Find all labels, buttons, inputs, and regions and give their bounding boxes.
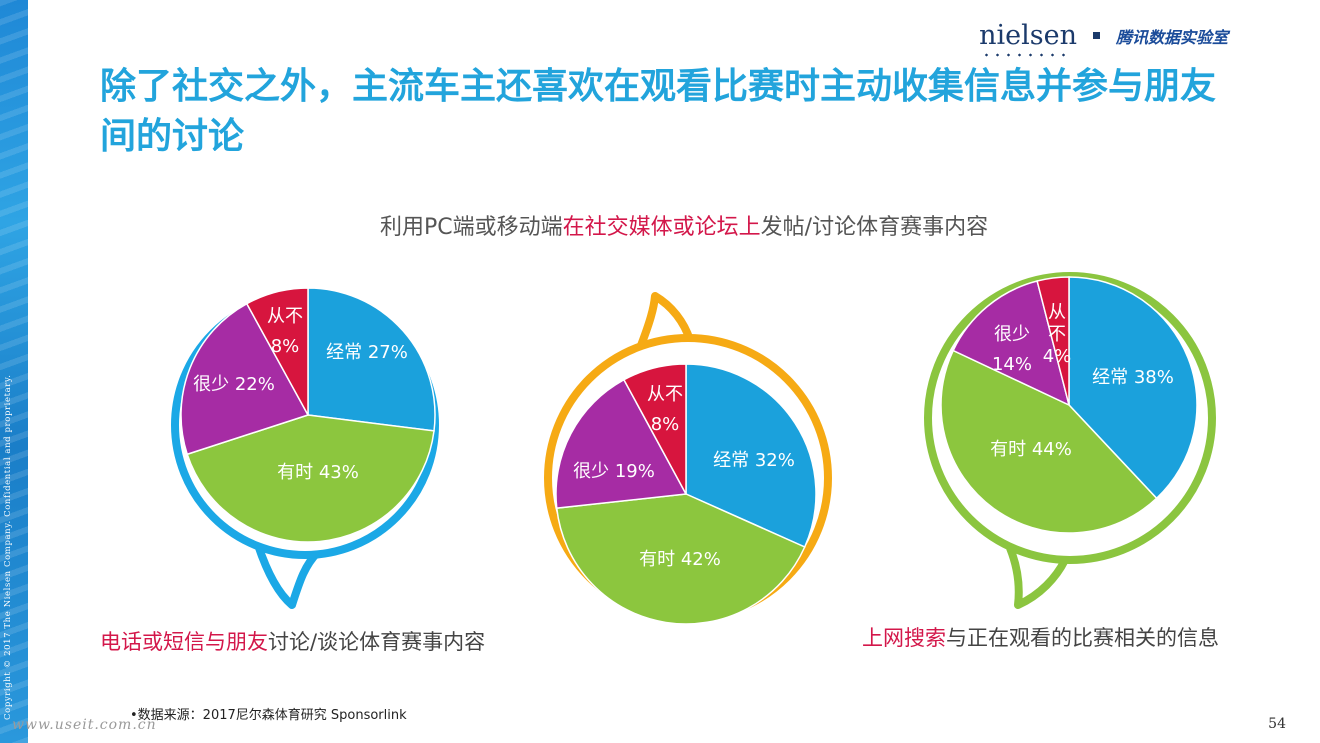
pie-slice-never bbox=[245, 287, 309, 416]
pie-slice-never bbox=[622, 363, 687, 495]
brand-header: nielsen 腾讯数据实验室 bbox=[979, 22, 1228, 57]
pie-label-sometimes: 有时 43% bbox=[277, 462, 359, 483]
watermark-text: www.useit.com.cn bbox=[12, 717, 157, 733]
pie-slice-sometimes bbox=[555, 493, 806, 625]
pie-label-sometimes: 有时 42% bbox=[639, 549, 721, 570]
pie-slice-never bbox=[1036, 276, 1070, 406]
decorative-side-bar: Copyright © 2017 The Nielsen Company. Co… bbox=[0, 0, 28, 743]
brand-separator bbox=[1092, 32, 1100, 39]
pie-slice-often bbox=[307, 287, 436, 432]
pie-chart-phone-sms: 经常 27% 有时 43% 很少 22% 从不 8% bbox=[180, 287, 436, 543]
nielsen-logo: nielsen bbox=[979, 22, 1077, 57]
page-number: 54 bbox=[1268, 716, 1286, 732]
pie-label-never: 从不 8% bbox=[647, 384, 683, 435]
tencent-lab-logo: 腾讯数据实验室 bbox=[1115, 27, 1228, 47]
pie-chart-web-search: 经常 38% 有时 44% 很少 14% 从不 4% bbox=[940, 276, 1198, 534]
pie-slice-often bbox=[685, 363, 817, 548]
pie-slice-rarely bbox=[555, 378, 688, 509]
pie-label-sometimes: 有时 44% bbox=[990, 439, 1072, 460]
bubble-tail bbox=[254, 543, 321, 609]
pie-slice-often bbox=[1068, 276, 1198, 500]
pie-label-often: 经常 32% bbox=[713, 450, 795, 471]
pie-label-rarely: 很少 19% bbox=[573, 461, 655, 482]
caption-web-search: 上网搜索与正在观看的比赛相关的信息 bbox=[862, 626, 1219, 650]
data-source-note: •数据来源：2017尼尔森体育研究 Sponsorlink bbox=[130, 708, 407, 723]
pie-slice-sometimes bbox=[940, 349, 1158, 534]
pie-slice-rarely bbox=[180, 302, 310, 456]
pie-label-rarely: 很少 22% bbox=[193, 374, 275, 395]
caption-phone-sms: 电话或短信与朋友讨论/谈论体育赛事内容 bbox=[100, 630, 486, 654]
pie-chart-social-media: 经常 32% 有时 42% 很少 19% 从不 8% bbox=[555, 363, 817, 625]
pie-label-never: 从不 4% bbox=[1043, 302, 1072, 367]
pie-label-often: 经常 38% bbox=[1092, 367, 1174, 388]
pie-slice-rarely bbox=[952, 280, 1071, 407]
pie-label-never: 从不 8% bbox=[267, 306, 303, 357]
page-title: 除了社交之外，主流车主还喜欢在观看比赛时主动收集信息并参与朋友间的讨论 bbox=[100, 66, 1217, 157]
pie-label-rarely: 很少 14% bbox=[992, 324, 1032, 375]
caption-social-media: 利用PC端或移动端在社交媒体或论坛上发帖/讨论体育赛事内容 bbox=[380, 215, 989, 240]
pie-label-often: 经常 27% bbox=[326, 342, 408, 363]
pie-slice-sometimes bbox=[186, 414, 435, 543]
